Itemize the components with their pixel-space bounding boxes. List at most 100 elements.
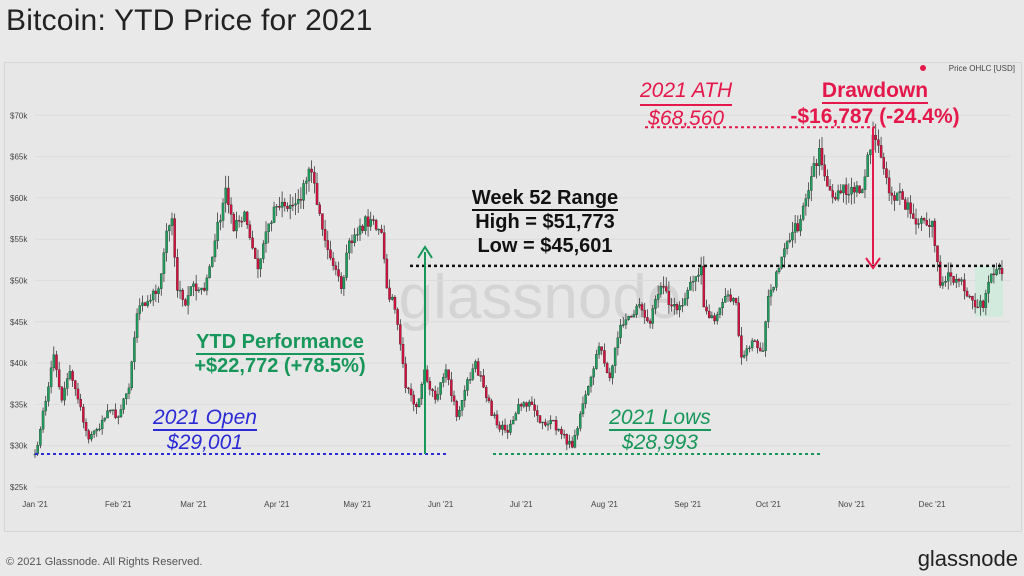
ytd-annotation: YTD Performance +$22,772 (+78.5%) [180,330,380,378]
candle-down [675,304,679,311]
candle-up [541,421,544,424]
candle-down [415,404,418,408]
watermark: glassnode [399,263,682,332]
candle-up [678,305,681,311]
candle-up [791,232,794,241]
y-tick-label: $70k [10,111,28,120]
candle-up [436,394,440,400]
candle-down [428,381,432,390]
candle-down [76,388,80,400]
candle-down [879,145,883,158]
open-annotation: 2021 Open $29,001 [145,405,265,455]
ytd-label: YTD Performance [196,331,364,355]
candle-up [216,221,219,242]
candle-up [294,203,297,206]
candle-down [74,380,77,390]
candle-down [313,172,316,184]
candle-down [71,371,74,381]
candle-down [283,201,287,207]
candle-up [511,420,515,425]
candle-up [106,410,109,419]
candle-up [39,429,42,446]
candle-up [517,404,520,414]
candle-up [369,219,372,227]
candle-down [877,139,880,146]
candle-up [356,234,359,236]
candle-up [168,225,171,232]
candle-up [855,185,859,193]
candle-up [211,256,214,267]
candle-up [718,307,722,315]
candle-down [396,309,399,325]
ath-label: 2021 ATH [640,78,733,106]
candle-down [536,410,539,416]
candle-down [143,302,147,306]
candle-down [664,286,668,292]
candle-up [117,416,120,418]
candle-up [613,347,617,366]
candle-down [852,187,856,193]
candle-down [973,300,977,308]
candle-up [208,266,211,279]
candle-down [823,164,826,177]
candle-up [573,435,577,448]
candle-up [673,304,676,307]
candle-up [267,223,270,232]
candle-up [41,410,45,430]
candle-up [611,365,614,379]
candle-down [670,304,673,307]
candle-up [783,248,786,258]
candle-up [420,384,424,399]
candle-down [55,354,58,370]
candle-up [941,282,945,286]
candle-up [917,223,920,225]
candle-up [681,305,684,307]
candle-down [887,177,891,194]
candle-up [836,190,840,200]
candle-down [834,197,837,200]
candle-up [654,299,657,309]
candle-down [490,400,493,416]
candle-up [63,388,66,401]
y-tick-label: $40k [10,359,28,368]
lows-value: $28,993 [622,431,698,454]
legend-marker [920,65,926,71]
candle-up [721,302,724,309]
candle-down [194,283,198,292]
chart-title: Bitcoin: YTD Price for 2021 [6,4,373,37]
candle-up [589,376,593,387]
candle-up [111,409,115,411]
candle-down [240,221,244,223]
candle-up [288,204,292,209]
candle-up [138,305,142,314]
candle-down [605,363,609,374]
candle-down [202,287,206,291]
candle-up [616,337,620,349]
candle-up [595,354,598,369]
candle-up [847,193,851,196]
candle-up [125,393,128,399]
candle-up [509,423,512,433]
candle-up [264,231,268,244]
candle-up [159,273,163,289]
candle-up [47,386,50,402]
candle-down [1000,267,1004,275]
candle-up [219,220,222,223]
candle-down [630,316,633,318]
drawdown-value: -$16,787 (-24.4%) [790,105,960,128]
candle-down [729,294,732,302]
candle-up [122,398,125,410]
candle-up [861,189,864,194]
candle-down [912,213,915,219]
candle-up [944,281,947,283]
candle-up [90,434,93,440]
legend-label[interactable]: Price OHLC [USD] [949,64,1015,73]
candle-up [463,390,467,401]
candle-up [493,414,496,416]
candle-up [348,240,351,254]
brand-logo[interactable]: glassnode [917,546,1018,571]
candle-up [439,382,442,395]
candle-down [248,224,252,239]
candle-down [560,428,563,435]
candle-up [108,410,112,412]
